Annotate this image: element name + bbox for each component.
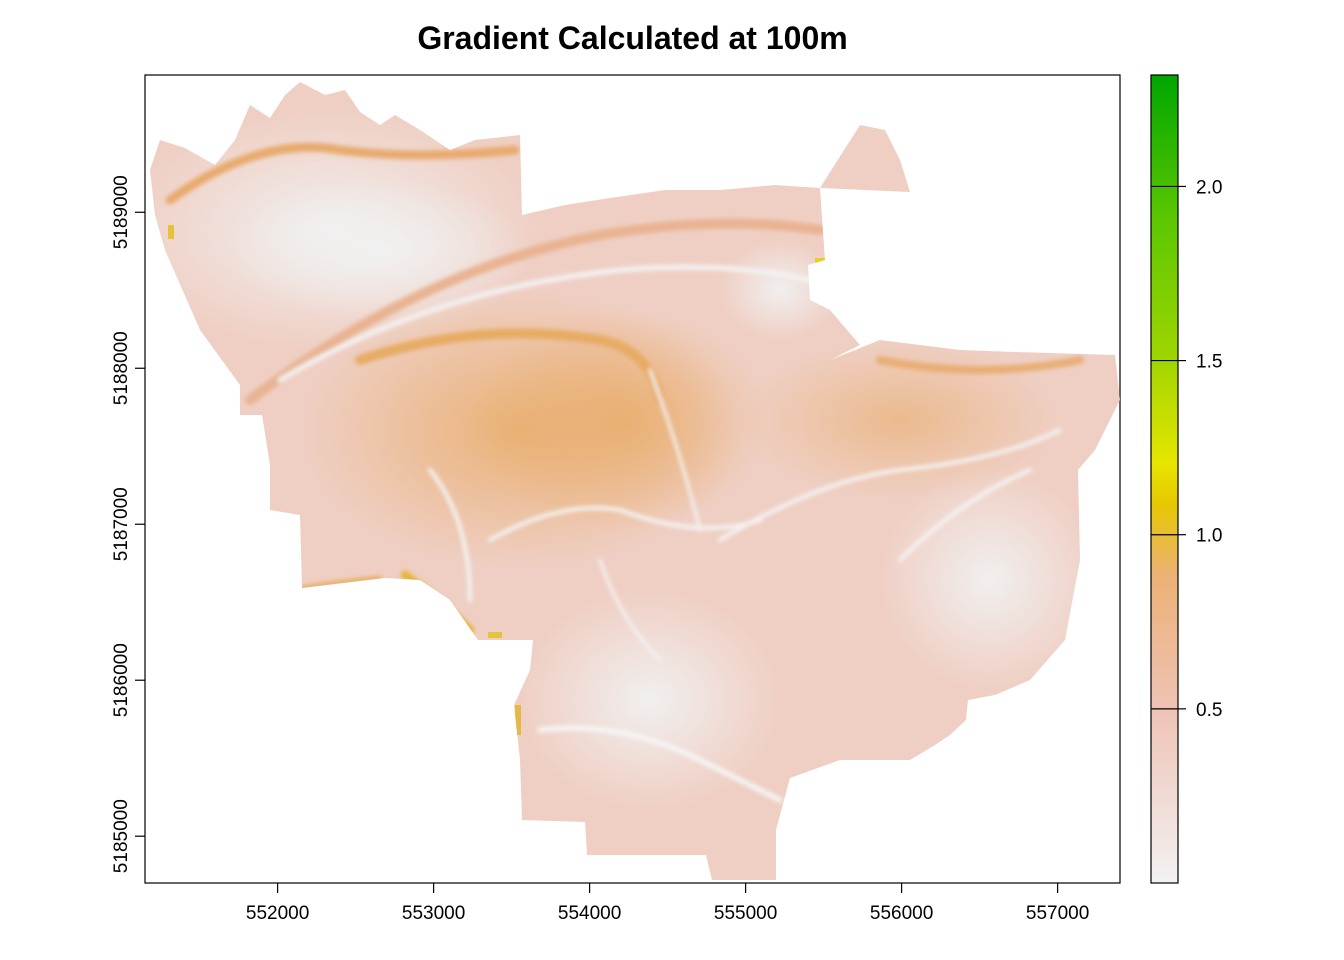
- legend-tick-label: 0.5: [1196, 700, 1222, 721]
- x-tick-label: 557000: [1026, 903, 1089, 924]
- color-legend: 0.5 1.0 1.5 2.0: [1150, 74, 1222, 884]
- x-tick-label: 554000: [558, 903, 621, 924]
- y-tick-label: 5189000: [111, 175, 132, 249]
- y-tick-label: 5188000: [111, 331, 132, 405]
- x-tick-label: 552000: [246, 903, 309, 924]
- x-tick-label: 553000: [402, 903, 465, 924]
- x-tick-label: 555000: [714, 903, 777, 924]
- legend-tick-label: 1.5: [1196, 352, 1222, 373]
- y-tick-label: 5186000: [111, 643, 132, 717]
- map-title: Gradient Calculated at 100m: [417, 20, 848, 56]
- legend-tick-label: 1.0: [1196, 526, 1222, 547]
- x-tick-label: 556000: [870, 903, 933, 924]
- y-tick-label: 5185000: [111, 799, 132, 873]
- y-tick-label: 5187000: [111, 487, 132, 561]
- x-axis: 552000 553000 554000 555000 556000 557000: [246, 883, 1089, 924]
- legend-colorbar: [1150, 74, 1179, 884]
- legend-tick-label: 2.0: [1196, 177, 1222, 198]
- y-axis: 5185000 5186000 5187000 5188000 5189000: [111, 175, 145, 873]
